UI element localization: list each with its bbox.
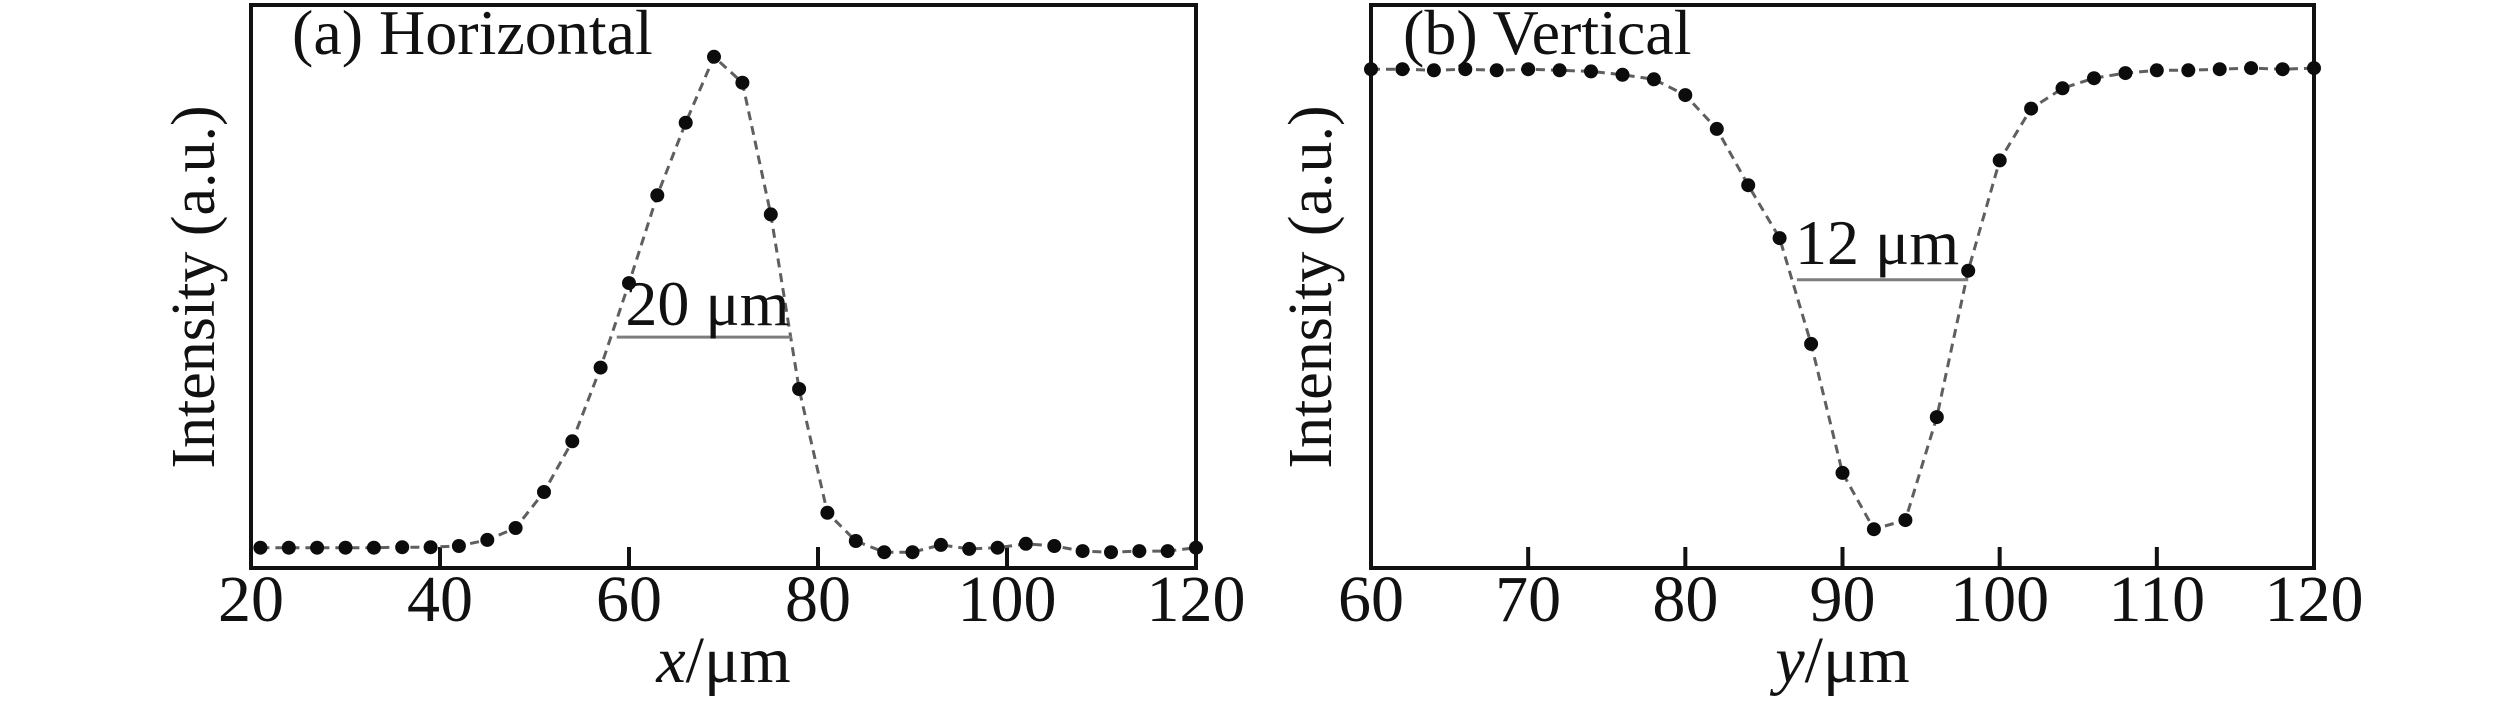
x-tick-label: 120 (2265, 563, 2364, 636)
x-axis-label: y/μm (1769, 624, 1909, 697)
x-tick-label: 110 (2109, 563, 2206, 636)
data-point (1898, 513, 1913, 528)
data-point (423, 540, 438, 555)
data-point (1992, 153, 2007, 168)
y-axis-label: Intensity (a.u.) (160, 105, 228, 468)
data-point (1489, 63, 1504, 78)
x-tick-label: 20 (218, 563, 284, 636)
x-tick-label: 80 (785, 563, 851, 636)
x-tick-label: 40 (407, 563, 473, 636)
data-point (1678, 88, 1693, 103)
data-point (310, 540, 325, 555)
data-point (2212, 62, 2227, 77)
data-point (735, 75, 750, 90)
data-point (480, 532, 495, 547)
data-point (848, 534, 863, 548)
data-point (1709, 121, 1724, 136)
data-point (1160, 544, 1175, 559)
data-point (905, 545, 920, 560)
x-tick-label: 70 (1495, 563, 1561, 636)
data-point (1104, 545, 1118, 560)
data-point (1615, 67, 1630, 82)
data-point (1835, 465, 1850, 480)
data-point (451, 539, 466, 553)
data-point (1521, 62, 1536, 77)
data-point (1075, 544, 1090, 559)
data-curve (1371, 66, 2315, 531)
data-point (707, 49, 721, 64)
data-point (2024, 101, 2039, 116)
data-point (281, 540, 296, 555)
data-point (1741, 178, 1756, 193)
data-point (678, 115, 693, 130)
data-point (792, 382, 807, 396)
data-point (537, 485, 551, 499)
x-tick-label: 60 (1338, 563, 1404, 636)
data-point (1646, 72, 1661, 87)
data-point (1132, 544, 1147, 559)
data-point (2275, 62, 2290, 77)
panel-title: (a) Horizontal (292, 0, 653, 68)
data-point (820, 505, 835, 520)
data-point (1929, 410, 1944, 425)
data-point (2307, 61, 2321, 76)
data-point (253, 540, 268, 555)
data-point (933, 537, 948, 552)
data-point (2055, 81, 2070, 96)
x-tick-label: 60 (596, 563, 662, 636)
data-point (565, 434, 580, 449)
data-point (962, 541, 977, 556)
data-point (1584, 64, 1598, 79)
data-point (622, 276, 636, 291)
data-point (395, 540, 410, 555)
x-tick-label: 80 (1652, 563, 1718, 636)
data-point (1395, 62, 1410, 77)
data-point (508, 521, 523, 535)
data-point (1961, 263, 1976, 278)
data-point (1047, 539, 1062, 553)
data-point (366, 540, 381, 555)
horizontal-profile-chart: 20 40 60 80 100 120 x/μm Intensity (a.u.) (a) Ho… (160, 0, 1246, 697)
data-point (2087, 71, 2101, 86)
data-point (877, 545, 892, 560)
data-point (2118, 66, 2133, 81)
data-point (1018, 536, 1033, 551)
width-annotation-label: 12 μm (1795, 207, 1959, 278)
panel-horizontal-profile: 20 40 60 80 100 120 x/μm Intensity (a.u.) (a) Ho… (160, 0, 1246, 697)
data-point (1189, 540, 1203, 555)
data-point (763, 207, 778, 222)
data-point (1552, 63, 1567, 78)
panel-vertical-profile: 60 70 80 90 100 110 120 y/μm Intensity (a.u.) (b)… (1260, 0, 2520, 701)
data-point (1866, 522, 1881, 537)
x-tick-label: 120 (1147, 563, 1246, 636)
data-point (2244, 61, 2259, 76)
x-tick-label: 90 (1810, 563, 1876, 636)
x-tick-label: 100 (958, 563, 1057, 636)
x-tick-label: 100 (1950, 563, 2049, 636)
data-point (650, 188, 665, 203)
data-curve (260, 54, 1197, 554)
data-point (2149, 63, 2164, 78)
data-point (1426, 63, 1441, 78)
plot-border (249, 3, 1198, 570)
data-point (1364, 62, 1378, 77)
plot-border (1369, 3, 2316, 570)
data-point (593, 360, 608, 375)
data-point (1458, 62, 1473, 77)
y-axis-label: Intensity (a.u.) (1277, 105, 1345, 468)
width-annotation-label: 20 μm (625, 268, 789, 339)
data-point (1804, 336, 1819, 351)
x-axis-label: x/μm (655, 624, 790, 697)
vertical-profile-chart: 60 70 80 90 100 110 120 y/μm Intensity (a.u.) (b)… (1277, 0, 2364, 697)
data-point (1772, 231, 1787, 246)
data-point (990, 540, 1005, 555)
data-point (338, 540, 353, 555)
data-point (2181, 63, 2196, 78)
panel-title: (b) Vertical (1403, 0, 1691, 68)
